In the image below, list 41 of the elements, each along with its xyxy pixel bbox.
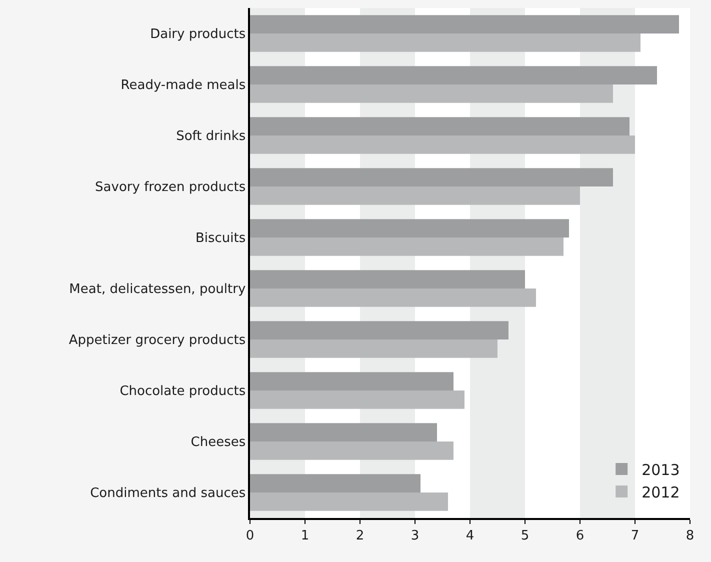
bar xyxy=(250,34,640,52)
y-tick-label: Ready-made meals xyxy=(120,78,246,94)
y-tick-label: Appetizer grocery products xyxy=(68,333,246,348)
bar xyxy=(250,238,564,256)
x-tick-label: 2 xyxy=(356,528,364,544)
x-tick-label: 7 xyxy=(630,528,640,544)
x-tick-label: 8 xyxy=(686,528,694,544)
x-tick-label: 5 xyxy=(520,528,530,544)
y-tick-label: Savory frozen products xyxy=(95,180,246,196)
bar xyxy=(250,186,580,205)
y-tick-label: Cheeses xyxy=(190,435,246,450)
x-tick-label: 0 xyxy=(246,528,254,544)
y-tick-label: Meat, delicatessen, poultry xyxy=(69,282,246,298)
bar xyxy=(250,321,508,340)
bar xyxy=(250,219,569,238)
x-tick-label: 6 xyxy=(576,528,584,544)
bar xyxy=(250,168,613,186)
bar xyxy=(250,136,635,154)
bar xyxy=(250,15,679,34)
x-tick-label: 3 xyxy=(410,528,420,544)
x-tick-label: 1 xyxy=(300,528,310,544)
legend-label: 2012 xyxy=(642,483,680,502)
bar xyxy=(250,390,464,409)
bar xyxy=(250,84,613,103)
bar xyxy=(250,423,437,442)
y-tick-label: Chocolate products xyxy=(120,384,246,400)
y-tick-label: Dairy products xyxy=(150,27,246,42)
bar xyxy=(250,340,498,358)
bar xyxy=(250,270,525,288)
bar xyxy=(250,442,454,460)
y-tick-label: Condiments and sauces xyxy=(90,486,246,502)
legend-label: 2013 xyxy=(642,460,680,479)
bar xyxy=(250,288,536,307)
y-tick-label: Soft drinks xyxy=(176,129,246,144)
y-tick-label: Biscuits xyxy=(195,231,246,246)
x-tick-label: 4 xyxy=(466,528,474,544)
bar xyxy=(250,492,448,511)
bar xyxy=(250,474,420,492)
bar xyxy=(250,117,630,136)
bar xyxy=(250,372,454,390)
bar xyxy=(250,66,657,84)
